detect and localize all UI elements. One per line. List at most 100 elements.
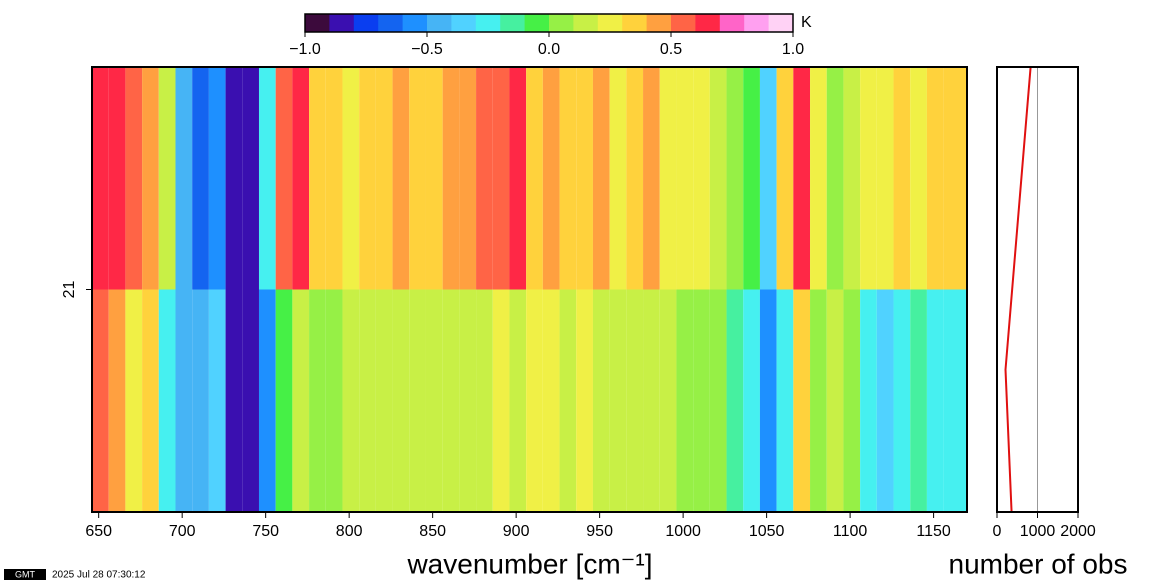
heat-cell xyxy=(810,67,827,290)
heat-cell xyxy=(659,289,677,512)
heat-cell xyxy=(342,67,360,290)
heat-cell xyxy=(225,67,243,290)
heat-cell xyxy=(442,67,460,290)
heat-cell xyxy=(359,67,376,290)
heat-cell xyxy=(943,289,967,512)
heat-cell xyxy=(876,289,894,512)
heat-cell xyxy=(476,67,493,290)
heat-cell xyxy=(492,289,510,512)
logo: GMT xyxy=(15,569,35,579)
timestamp: 2025 Jul 28 07:30:12 xyxy=(52,570,146,581)
heat-cell xyxy=(375,289,393,512)
heat-cell xyxy=(559,67,577,290)
heat-cell xyxy=(425,67,443,290)
heat-cell xyxy=(492,67,510,290)
colorbar-swatch xyxy=(427,14,452,32)
plot-frame xyxy=(996,66,1079,513)
heat-cell xyxy=(425,289,443,512)
heat-cell xyxy=(108,289,126,512)
heat-cell xyxy=(860,289,877,512)
colorbar-swatch xyxy=(597,14,623,32)
heat-cell xyxy=(409,289,426,512)
colorbar-swatch xyxy=(695,14,721,32)
heat-cell xyxy=(826,289,844,512)
colorbar-swatch xyxy=(719,14,745,32)
colorbar-swatch xyxy=(500,14,526,32)
heat-cell xyxy=(743,289,760,512)
heat-cell xyxy=(926,289,944,512)
heat-cell xyxy=(542,289,560,512)
heat-cell xyxy=(225,289,243,512)
heat-cell xyxy=(659,67,677,290)
x-tick-label: 1050 xyxy=(749,523,785,540)
heat-cell xyxy=(509,289,527,512)
heat-cell xyxy=(275,289,293,512)
y-tick-label: 21 xyxy=(61,281,78,299)
heat-cell xyxy=(626,67,644,290)
heat-cell xyxy=(910,67,927,290)
heat-cell xyxy=(810,289,827,512)
heat-cell xyxy=(258,289,276,512)
heat-cell xyxy=(576,289,593,512)
heat-cell xyxy=(776,67,794,290)
heat-cell xyxy=(208,289,226,512)
heat-cell xyxy=(609,67,627,290)
heat-cell xyxy=(910,289,927,512)
heat-cell xyxy=(476,289,493,512)
heat-cell xyxy=(92,67,109,290)
colorbar-swatch xyxy=(329,14,355,32)
heat-cell xyxy=(208,67,226,290)
heat-cell xyxy=(442,289,460,512)
colorbar-swatch xyxy=(768,14,794,32)
heat-cell xyxy=(609,289,627,512)
heat-cell xyxy=(375,67,393,290)
heat-cell xyxy=(592,289,610,512)
heat-cell xyxy=(943,67,967,290)
colorbar-swatch xyxy=(622,14,648,32)
heat-cell xyxy=(876,67,894,290)
heat-cell xyxy=(409,67,426,290)
heat-cell xyxy=(125,67,143,290)
heat-cell xyxy=(309,67,326,290)
heat-cell xyxy=(459,67,477,290)
colorbar-tick-label: −1.0 xyxy=(289,41,321,58)
colorbar-swatch xyxy=(378,14,404,32)
heat-cell xyxy=(325,67,343,290)
heat-cell xyxy=(926,67,944,290)
heat-cell xyxy=(158,289,176,512)
x-tick-label: 750 xyxy=(252,523,279,540)
heat-cell xyxy=(743,67,760,290)
heat-cell xyxy=(342,289,360,512)
heat-cell xyxy=(643,67,660,290)
heat-cell xyxy=(125,289,143,512)
x-tick-label: 1000 xyxy=(665,523,701,540)
x-tick-label: 900 xyxy=(503,523,530,540)
colorbar-swatch xyxy=(549,14,574,32)
heat-cell xyxy=(559,289,577,512)
heat-cell xyxy=(826,67,844,290)
heat-cell xyxy=(693,67,710,290)
heat-cell xyxy=(643,289,660,512)
colorbar-swatch xyxy=(353,14,379,32)
colorbar-tick-label: 0.0 xyxy=(538,41,560,58)
x-tick-label: 0 xyxy=(993,523,1002,540)
heat-cell xyxy=(309,289,326,512)
colorbar-swatch xyxy=(573,14,599,32)
heat-cell xyxy=(793,289,811,512)
heat-cell xyxy=(292,289,310,512)
heat-cell xyxy=(676,67,694,290)
heat-cell xyxy=(759,289,777,512)
colorbar-tick-label: −0.5 xyxy=(411,41,443,58)
heat-cell xyxy=(893,289,911,512)
heat-cell xyxy=(776,289,794,512)
x-tick-label: 700 xyxy=(169,523,196,540)
heat-cell xyxy=(576,67,593,290)
heat-cell xyxy=(142,67,159,290)
colorbar-tick-label: 1.0 xyxy=(782,41,804,58)
heat-cell xyxy=(292,67,310,290)
heat-cell xyxy=(242,67,259,290)
colorbar-swatch xyxy=(451,14,477,32)
heat-cell xyxy=(843,289,861,512)
heat-cell xyxy=(726,67,744,290)
heat-cell xyxy=(359,289,376,512)
